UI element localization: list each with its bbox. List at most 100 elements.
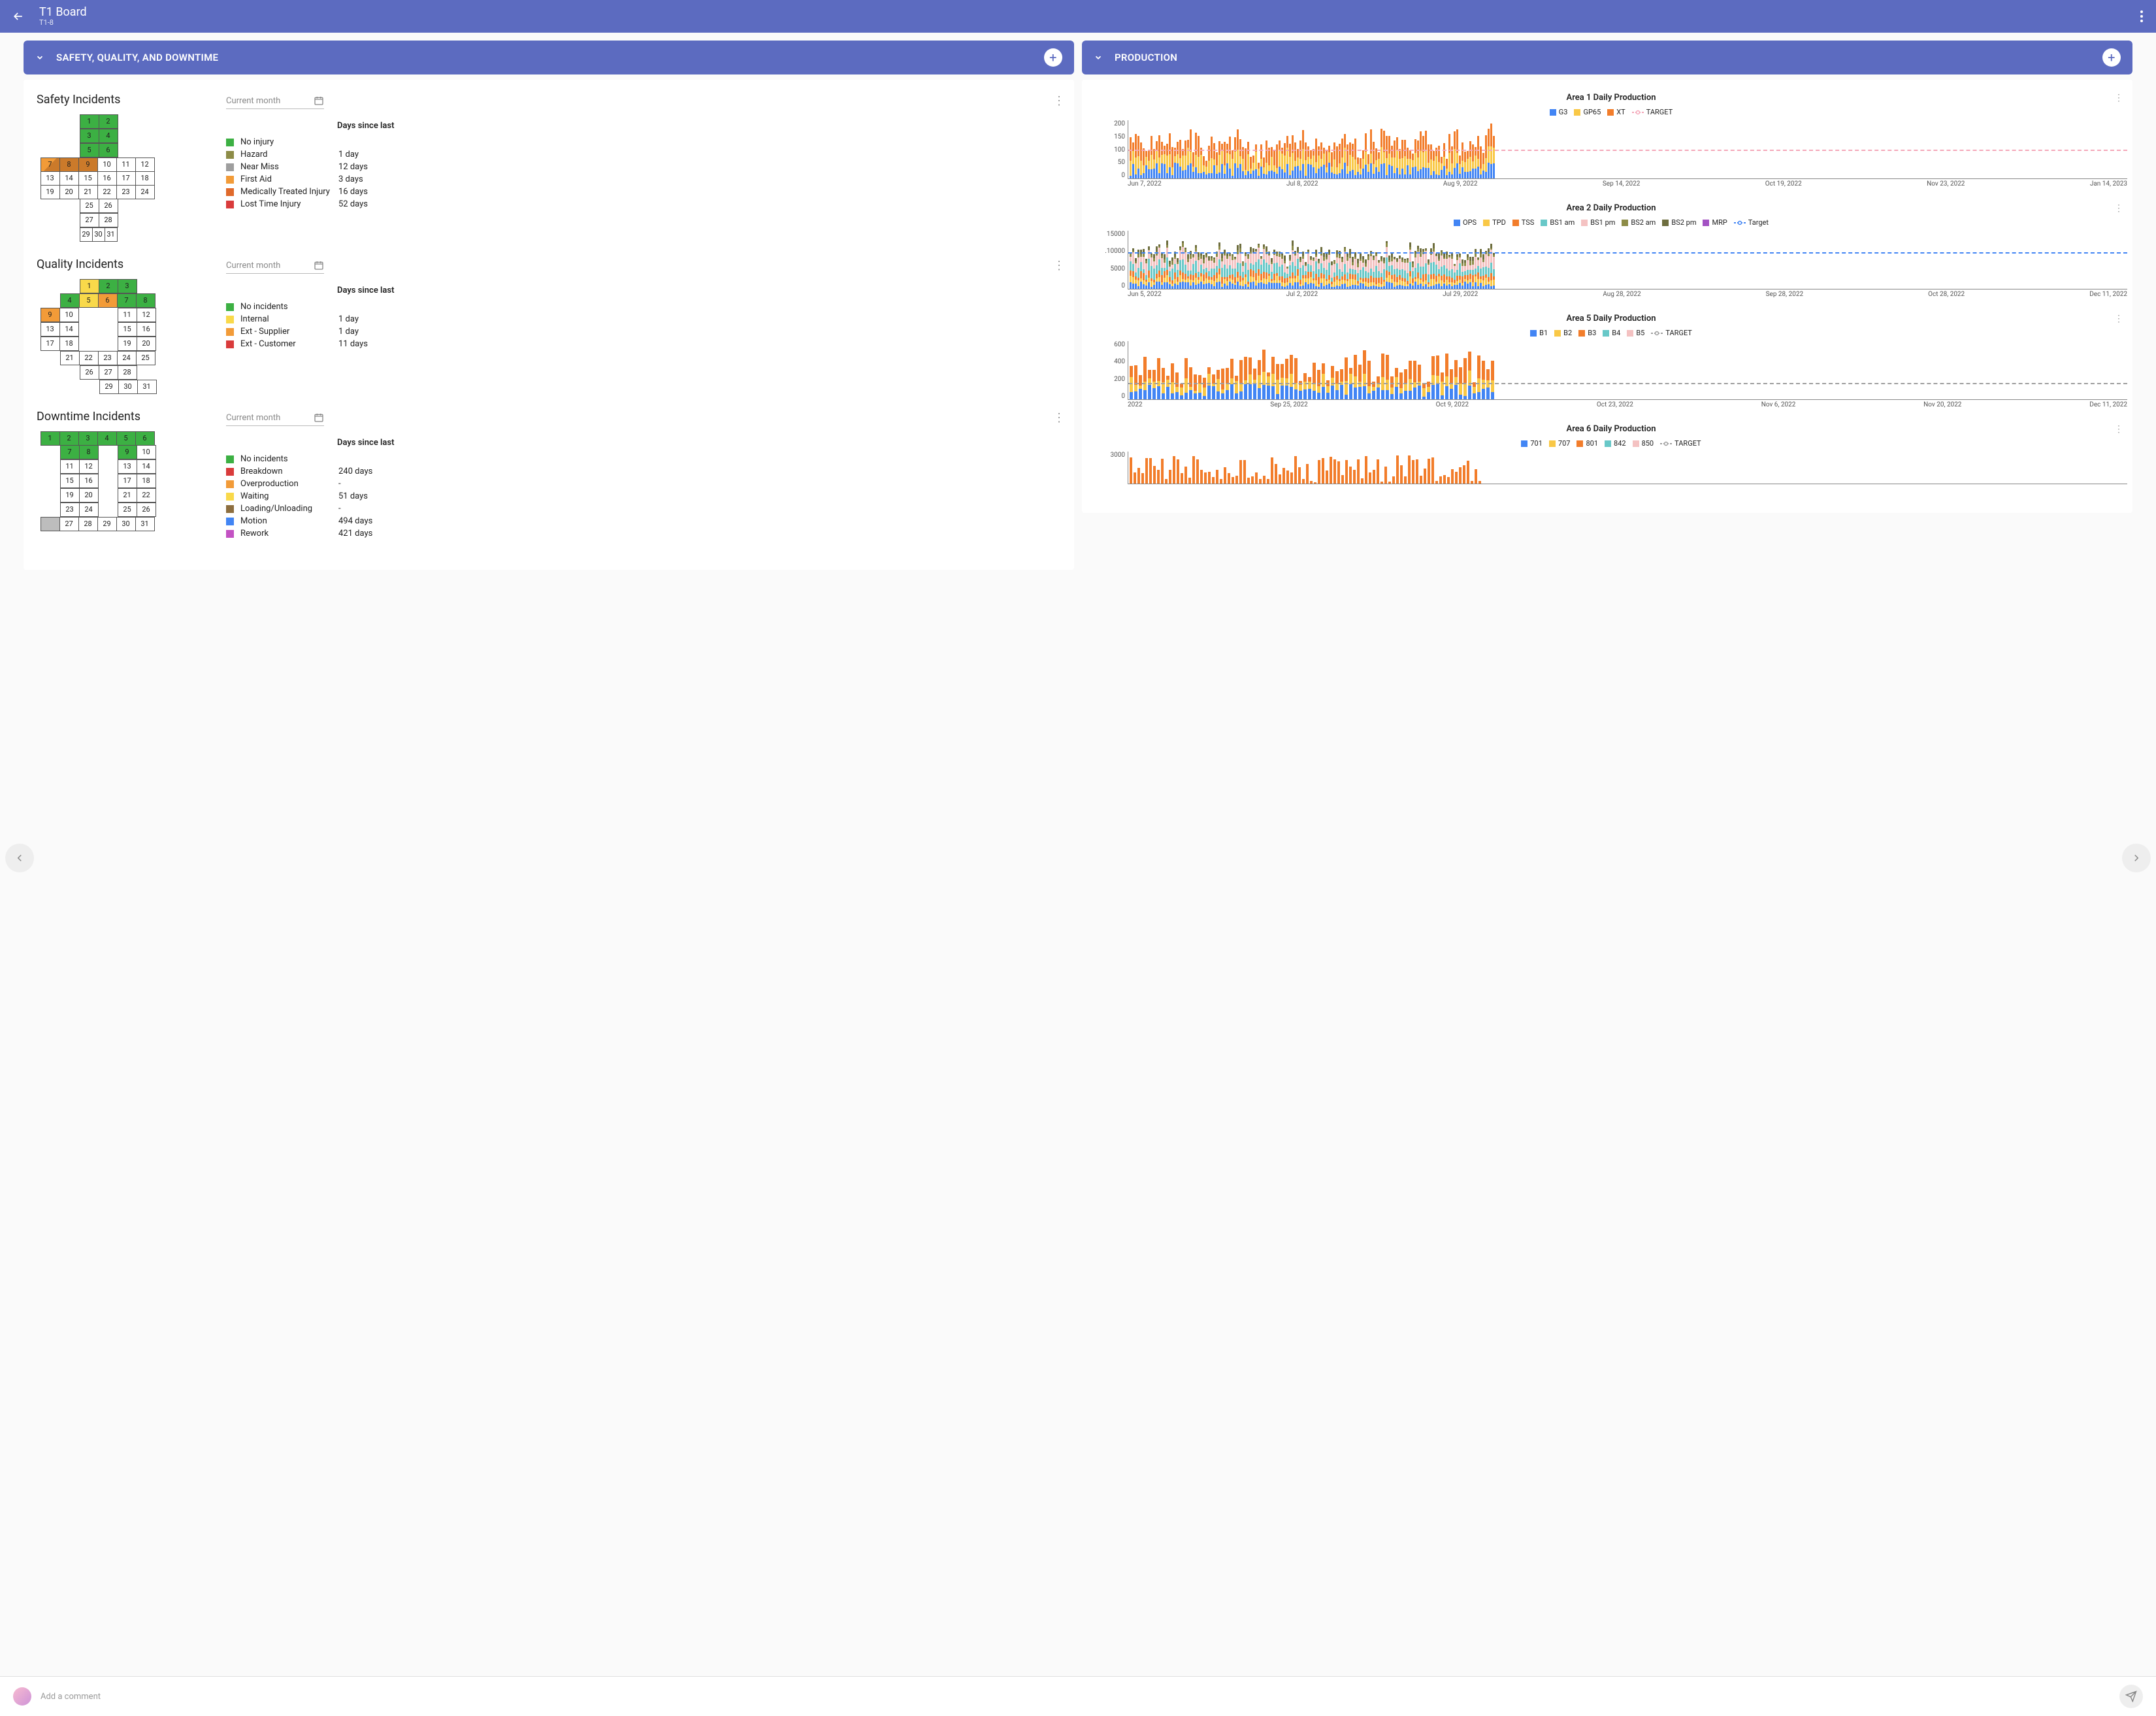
calendar-day[interactable]: 7 xyxy=(60,445,80,459)
block-menu[interactable]: ⋮ xyxy=(1053,411,1065,425)
block-menu[interactable]: ⋮ xyxy=(1053,259,1065,272)
panel-header-left[interactable]: SAFETY, QUALITY, AND DOWNTIME + xyxy=(24,41,1074,74)
calendar-day[interactable]: 11 xyxy=(60,459,80,474)
calendar-day[interactable]: 14 xyxy=(59,171,79,186)
calendar-day[interactable]: 6 xyxy=(98,293,118,308)
chart-menu[interactable]: ⋮ xyxy=(2114,314,2123,324)
calendar-day[interactable]: 29 xyxy=(97,517,117,531)
calendar-day[interactable]: 12 xyxy=(135,157,155,172)
calendar-day[interactable]: 24 xyxy=(135,185,155,199)
comment-input[interactable]: Add a comment xyxy=(41,1692,2110,1702)
calendar-day[interactable]: 10 xyxy=(59,308,79,322)
calendar-day[interactable]: 28 xyxy=(118,365,137,380)
calendar-day[interactable]: 8 xyxy=(59,157,79,172)
calendar-day[interactable]: 26 xyxy=(99,199,118,213)
chart-menu[interactable]: ⋮ xyxy=(2114,93,2123,103)
calendar-day[interactable]: 4 xyxy=(97,431,117,446)
calendar-day[interactable]: 20 xyxy=(79,488,99,503)
add-button-left[interactable]: + xyxy=(1044,48,1062,67)
calendar-day[interactable]: 22 xyxy=(97,185,117,199)
calendar-day[interactable]: 23 xyxy=(98,351,118,365)
calendar-day[interactable]: 8 xyxy=(136,293,155,308)
calendar-day[interactable]: 19 xyxy=(41,185,60,199)
calendar-day[interactable]: 2 xyxy=(59,431,79,446)
calendar-day[interactable]: 2 xyxy=(99,279,118,293)
calendar-day[interactable]: 9 xyxy=(41,308,60,322)
calendar-day[interactable]: 1 xyxy=(41,431,60,446)
calendar-day[interactable]: 18 xyxy=(137,474,156,488)
calendar-day[interactable]: 21 xyxy=(118,488,137,503)
calendar-day[interactable]: 3 xyxy=(118,279,137,293)
calendar-day[interactable]: 14 xyxy=(137,459,156,474)
calendar-day[interactable]: 5 xyxy=(79,293,99,308)
calendar-day[interactable]: 20 xyxy=(137,337,156,351)
calendar-day[interactable]: 1 xyxy=(80,279,99,293)
calendar-day[interactable]: 28 xyxy=(99,213,118,227)
calendar-day[interactable]: 22 xyxy=(79,351,99,365)
calendar-day[interactable]: 29 xyxy=(99,380,119,394)
back-button[interactable] xyxy=(10,8,26,24)
header-menu[interactable] xyxy=(2138,8,2146,25)
calendar-day[interactable]: 18 xyxy=(135,171,155,186)
calendar-day[interactable]: 15 xyxy=(118,322,137,337)
calendar-day[interactable]: 7 xyxy=(41,157,60,172)
calendar-day[interactable]: 13 xyxy=(41,171,60,186)
calendar-day[interactable]: 17 xyxy=(116,171,136,186)
calendar-day[interactable]: 16 xyxy=(137,322,156,337)
calendar-day[interactable]: 6 xyxy=(99,143,118,157)
calendar-day[interactable]: 4 xyxy=(60,293,80,308)
calendar-day[interactable]: 12 xyxy=(79,459,99,474)
calendar-day[interactable]: 27 xyxy=(80,213,99,227)
calendar-day[interactable]: 15 xyxy=(60,474,80,488)
calendar-day[interactable]: 31 xyxy=(137,380,157,394)
calendar-day[interactable] xyxy=(41,517,60,531)
calendar-day[interactable]: 27 xyxy=(59,517,79,531)
calendar-day[interactable]: 19 xyxy=(118,337,137,351)
calendar-day[interactable]: 24 xyxy=(117,351,137,365)
calendar-day[interactable]: 19 xyxy=(60,488,80,503)
calendar-day[interactable]: 2 xyxy=(99,114,118,129)
calendar-day[interactable]: 7 xyxy=(117,293,137,308)
calendar-day[interactable]: 22 xyxy=(137,488,156,503)
calendar-day[interactable]: 3 xyxy=(78,431,98,446)
calendar-day[interactable]: 27 xyxy=(99,365,118,380)
calendar-day[interactable]: 14 xyxy=(59,322,79,337)
chart-menu[interactable]: ⋮ xyxy=(2114,424,2123,435)
calendar-day[interactable]: 30 xyxy=(116,517,136,531)
calendar-day[interactable]: 10 xyxy=(137,445,156,459)
calendar-day[interactable]: 26 xyxy=(137,503,156,517)
calendar-day[interactable]: 13 xyxy=(41,322,60,337)
calendar-day[interactable]: 8 xyxy=(79,445,99,459)
period-select[interactable]: Current month xyxy=(226,410,324,426)
calendar-day[interactable]: 20 xyxy=(59,185,79,199)
calendar-day[interactable]: 30 xyxy=(92,227,105,242)
calendar-day[interactable]: 5 xyxy=(80,143,99,157)
calendar-day[interactable]: 18 xyxy=(59,337,79,351)
calendar-day[interactable]: 11 xyxy=(118,308,137,322)
nav-next[interactable] xyxy=(2122,844,2151,872)
calendar-day[interactable]: 24 xyxy=(79,503,99,517)
calendar-day[interactable]: 11 xyxy=(116,157,136,172)
calendar-day[interactable]: 30 xyxy=(118,380,138,394)
nav-prev[interactable] xyxy=(5,844,34,872)
period-select[interactable]: Current month xyxy=(226,257,324,274)
panel-header-right[interactable]: PRODUCTION + xyxy=(1082,41,2132,74)
calendar-day[interactable]: 23 xyxy=(116,185,136,199)
add-button-right[interactable]: + xyxy=(2102,48,2121,67)
calendar-day[interactable]: 23 xyxy=(60,503,80,517)
calendar-day[interactable]: 3 xyxy=(80,129,99,143)
calendar-day[interactable]: 28 xyxy=(78,517,98,531)
calendar-day[interactable]: 9 xyxy=(118,445,137,459)
calendar-day[interactable]: 21 xyxy=(78,185,98,199)
calendar-day[interactable]: 6 xyxy=(135,431,155,446)
calendar-day[interactable]: 16 xyxy=(97,171,117,186)
block-menu[interactable]: ⋮ xyxy=(1053,94,1065,108)
calendar-day[interactable]: 25 xyxy=(80,199,99,213)
calendar-day[interactable]: 17 xyxy=(118,474,137,488)
calendar-day[interactable]: 31 xyxy=(135,517,155,531)
calendar-day[interactable]: 1 xyxy=(80,114,99,129)
calendar-day[interactable]: 31 xyxy=(105,227,118,242)
send-button[interactable] xyxy=(2119,1685,2143,1708)
calendar-day[interactable]: 21 xyxy=(60,351,80,365)
chart-menu[interactable]: ⋮ xyxy=(2114,203,2123,214)
